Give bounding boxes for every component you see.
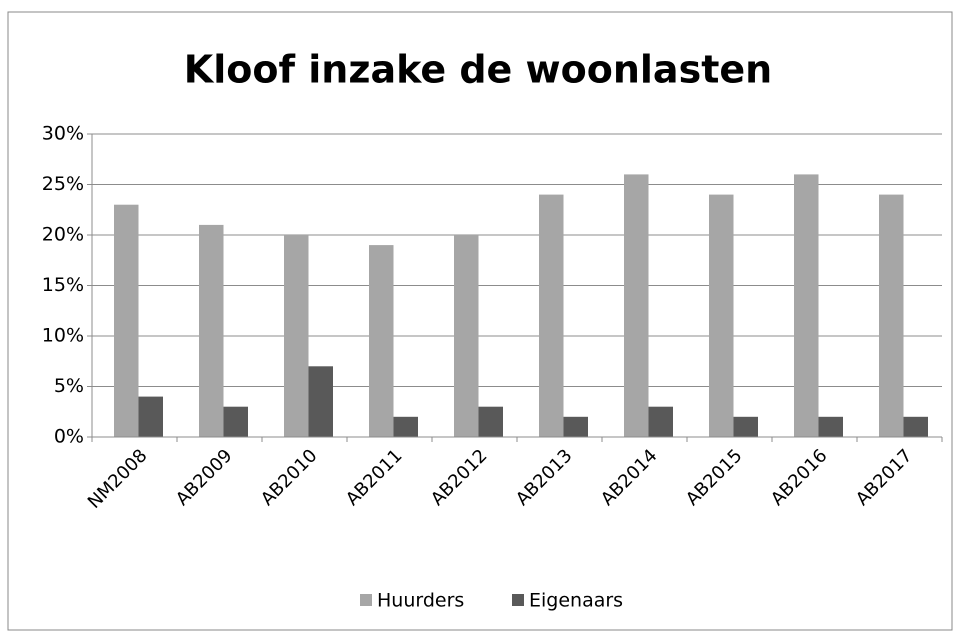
bar xyxy=(563,416,588,437)
y-tick-label: 0% xyxy=(54,426,84,448)
bar xyxy=(454,235,479,437)
y-tick-label: 15% xyxy=(42,274,84,296)
legend-swatch xyxy=(512,594,524,606)
bar xyxy=(138,396,163,437)
y-tick-label: 30% xyxy=(42,123,84,145)
y-tick-label: 5% xyxy=(54,375,84,397)
bar xyxy=(648,406,673,437)
legend-swatch xyxy=(360,594,372,606)
bar xyxy=(903,416,928,437)
bar xyxy=(199,224,224,437)
legend-label: Huurders xyxy=(377,590,464,612)
legend-label: Eigenaars xyxy=(529,590,623,612)
bar xyxy=(393,416,418,437)
bar xyxy=(478,406,503,437)
bar xyxy=(223,406,248,437)
bar xyxy=(879,194,904,437)
chart-title: Kloof inzake de woonlasten xyxy=(184,48,772,92)
y-tick-label: 25% xyxy=(42,173,84,195)
bar xyxy=(733,416,758,437)
bar xyxy=(369,245,394,437)
bar xyxy=(818,416,843,437)
bar xyxy=(794,174,819,437)
bar xyxy=(624,174,649,437)
bar xyxy=(308,366,333,437)
bar xyxy=(709,194,734,437)
y-tick-label: 20% xyxy=(42,224,84,246)
bar xyxy=(539,194,564,437)
bar xyxy=(284,235,309,437)
bar xyxy=(114,204,139,437)
y-tick-label: 10% xyxy=(42,325,84,347)
